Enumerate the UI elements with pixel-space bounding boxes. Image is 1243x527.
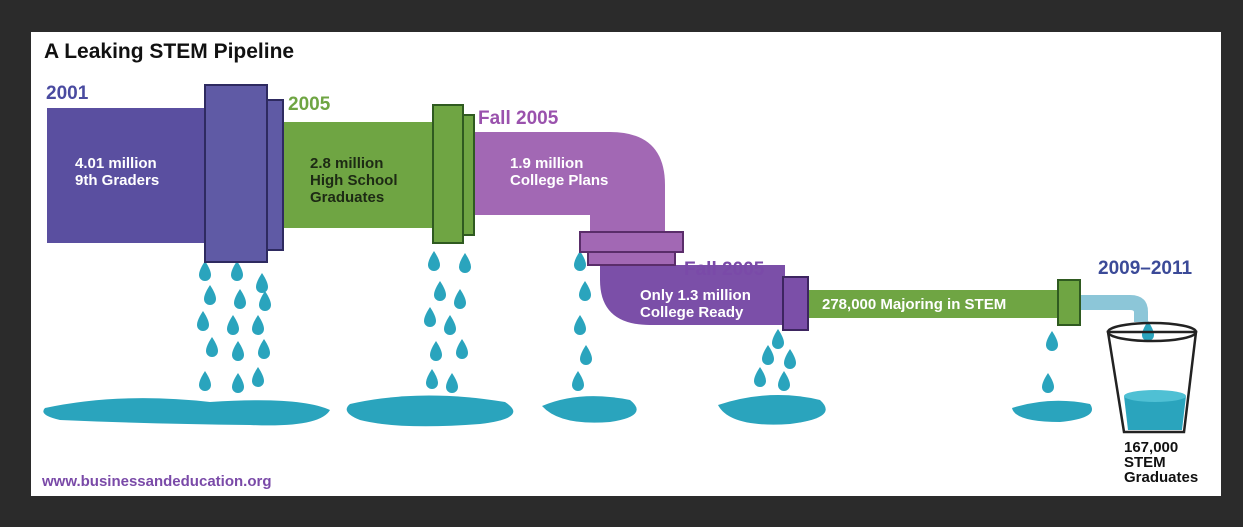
coupling (783, 277, 808, 330)
title: A Leaking STEM Pipeline (44, 40, 294, 63)
year-label: 2005 (288, 94, 331, 115)
year-label: Fall 2005 (478, 108, 559, 129)
coupling (433, 105, 463, 243)
year-label: 2009–2011 (1098, 258, 1192, 279)
stage-text-line: College Plans (510, 172, 608, 189)
stage-text-line: Graduates (310, 189, 384, 206)
infographic: A Leaking STEM Pipeline 2001 2005 Fall 2… (0, 0, 1243, 527)
coupling (1058, 280, 1080, 325)
stage-text-line: Only 1.3 million (640, 287, 751, 304)
coupling (580, 232, 683, 252)
year-label: 2001 (46, 83, 89, 104)
result-text-line: Graduates (1124, 469, 1198, 486)
stage-text-line: 4.01 million (75, 155, 157, 172)
stage-text-line: High School (310, 172, 398, 189)
stage-text-line: 278,000 Majoring in STEM (822, 296, 1006, 313)
stage-text-line: 9th Graders (75, 172, 159, 189)
source: www.businessandeducation.org (41, 473, 271, 490)
cup-water-top (1124, 390, 1186, 402)
stage-text-line: College Ready (640, 304, 744, 321)
stage-text-line: 2.8 million (310, 155, 383, 172)
coupling (205, 85, 267, 262)
stage-text-line: 1.9 million (510, 155, 583, 172)
year-label: Fall 2005 (684, 259, 765, 280)
